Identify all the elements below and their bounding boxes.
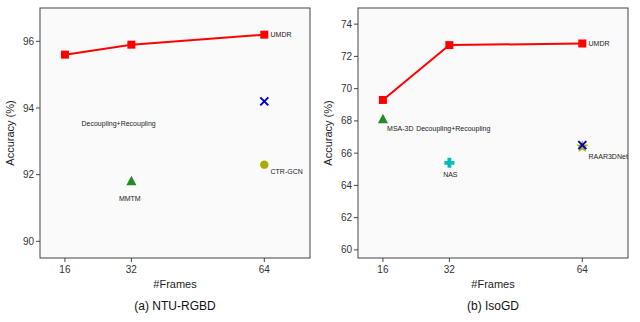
- annotation: NAS: [443, 171, 458, 178]
- data-layer: [378, 39, 589, 167]
- y-tick-label: 94: [23, 103, 35, 114]
- annotation: MMTM: [119, 195, 141, 202]
- point: [444, 158, 454, 168]
- point: [445, 41, 453, 49]
- y-tick-label: 72: [341, 51, 353, 62]
- x-tick: [382, 258, 383, 262]
- point: [260, 31, 268, 39]
- y-tick-label: 90: [23, 236, 35, 247]
- x-tick: [582, 258, 583, 262]
- x-tick-label: 16: [59, 264, 71, 275]
- point: [379, 96, 387, 104]
- series: [379, 39, 586, 103]
- chart-title: (a) NTU-RGBD: [134, 299, 216, 313]
- series: [444, 158, 454, 168]
- point: [378, 114, 388, 124]
- line: [65, 35, 264, 55]
- annotations: UMDR MSA-3D NAS Decoupling+Recoupling RAAR3D…: [387, 40, 628, 178]
- x-tick: [64, 258, 65, 262]
- x-tick-label: 16: [377, 264, 389, 275]
- y-tick: [36, 174, 40, 175]
- y-tick-label: 66: [341, 148, 353, 159]
- chart-title: (b) IsoGD: [467, 299, 519, 313]
- x-tick-label: 32: [444, 264, 456, 275]
- y-tick: [36, 108, 40, 109]
- y-tick-label: 68: [341, 115, 353, 126]
- y-tick-label: 60: [341, 244, 353, 255]
- figure: 16 32 64 90 92 94 96 #Frames Accuracy (%) (a) NTU…: [0, 0, 640, 322]
- point: [126, 176, 136, 186]
- y-tick: [354, 217, 358, 218]
- y-tick: [354, 88, 358, 89]
- annotations: UMDR Decoupling+Recoupling MMTM CTR-GCN: [82, 31, 303, 201]
- y-axis-label: Accuracy (%): [322, 100, 334, 165]
- annotation: Decoupling+Recoupling: [82, 120, 156, 128]
- x-tick-label: 64: [259, 264, 271, 275]
- point: [576, 140, 588, 152]
- point: [578, 39, 586, 47]
- y-axis-label: Accuracy (%): [4, 100, 16, 165]
- annotation: UMDR: [271, 31, 292, 38]
- plot-frame: [40, 8, 310, 258]
- point: [61, 51, 69, 59]
- y-tick: [354, 185, 358, 186]
- x-tick-label: 64: [577, 264, 589, 275]
- y-tick-label: 96: [23, 36, 35, 47]
- annotation: MSA-3D: [387, 125, 413, 132]
- y-tick: [354, 56, 358, 57]
- x-tick-label: 32: [126, 264, 138, 275]
- y-tick-label: 92: [23, 169, 35, 180]
- y-tick: [354, 249, 358, 250]
- plot-background: [40, 8, 310, 258]
- y-tick: [354, 24, 358, 25]
- y-tick-label: 64: [341, 180, 353, 191]
- series: [378, 114, 388, 124]
- plot-frame: [358, 8, 628, 258]
- series: [126, 176, 136, 186]
- y-tick-label: 70: [341, 83, 353, 94]
- series: [260, 160, 268, 168]
- point: [260, 160, 268, 168]
- y-tick: [354, 120, 358, 121]
- annotation: Decoupling+Recoupling: [416, 125, 490, 133]
- point: [260, 97, 268, 105]
- series: [578, 141, 586, 149]
- point: [127, 41, 135, 49]
- y-tick: [354, 153, 358, 154]
- panel: 16 32 64 90 92 94 96 #Frames Accuracy (%) (a) NTU…: [4, 8, 310, 313]
- data-layer: [61, 31, 269, 186]
- point: [578, 141, 586, 149]
- y-tick: [36, 41, 40, 42]
- y-tick-label: 62: [341, 212, 353, 223]
- annotation: UMDR: [589, 40, 610, 47]
- series: [576, 140, 588, 152]
- axes: 16 32 64 90 92 94 96: [23, 8, 310, 275]
- plot-background: [358, 8, 628, 258]
- x-tick: [449, 258, 450, 262]
- y-tick: [36, 241, 40, 242]
- annotation: CTR-GCN: [271, 168, 303, 175]
- x-tick: [131, 258, 132, 262]
- x-axis-label: #Frames: [153, 278, 197, 290]
- x-tick: [264, 258, 265, 262]
- line: [383, 43, 582, 99]
- axes: 16 32 64 60 62 64 66 68 70 72 74: [341, 8, 628, 275]
- x-axis-label: #Frames: [471, 278, 515, 290]
- panel: 16 32 64 60 62 64 66 68 70 72 74 #Frames Accuracy (%…: [322, 8, 628, 313]
- series: [61, 31, 268, 59]
- annotation: RAAR3DNet: [589, 153, 628, 160]
- y-tick-label: 74: [341, 19, 353, 30]
- series: [260, 97, 268, 105]
